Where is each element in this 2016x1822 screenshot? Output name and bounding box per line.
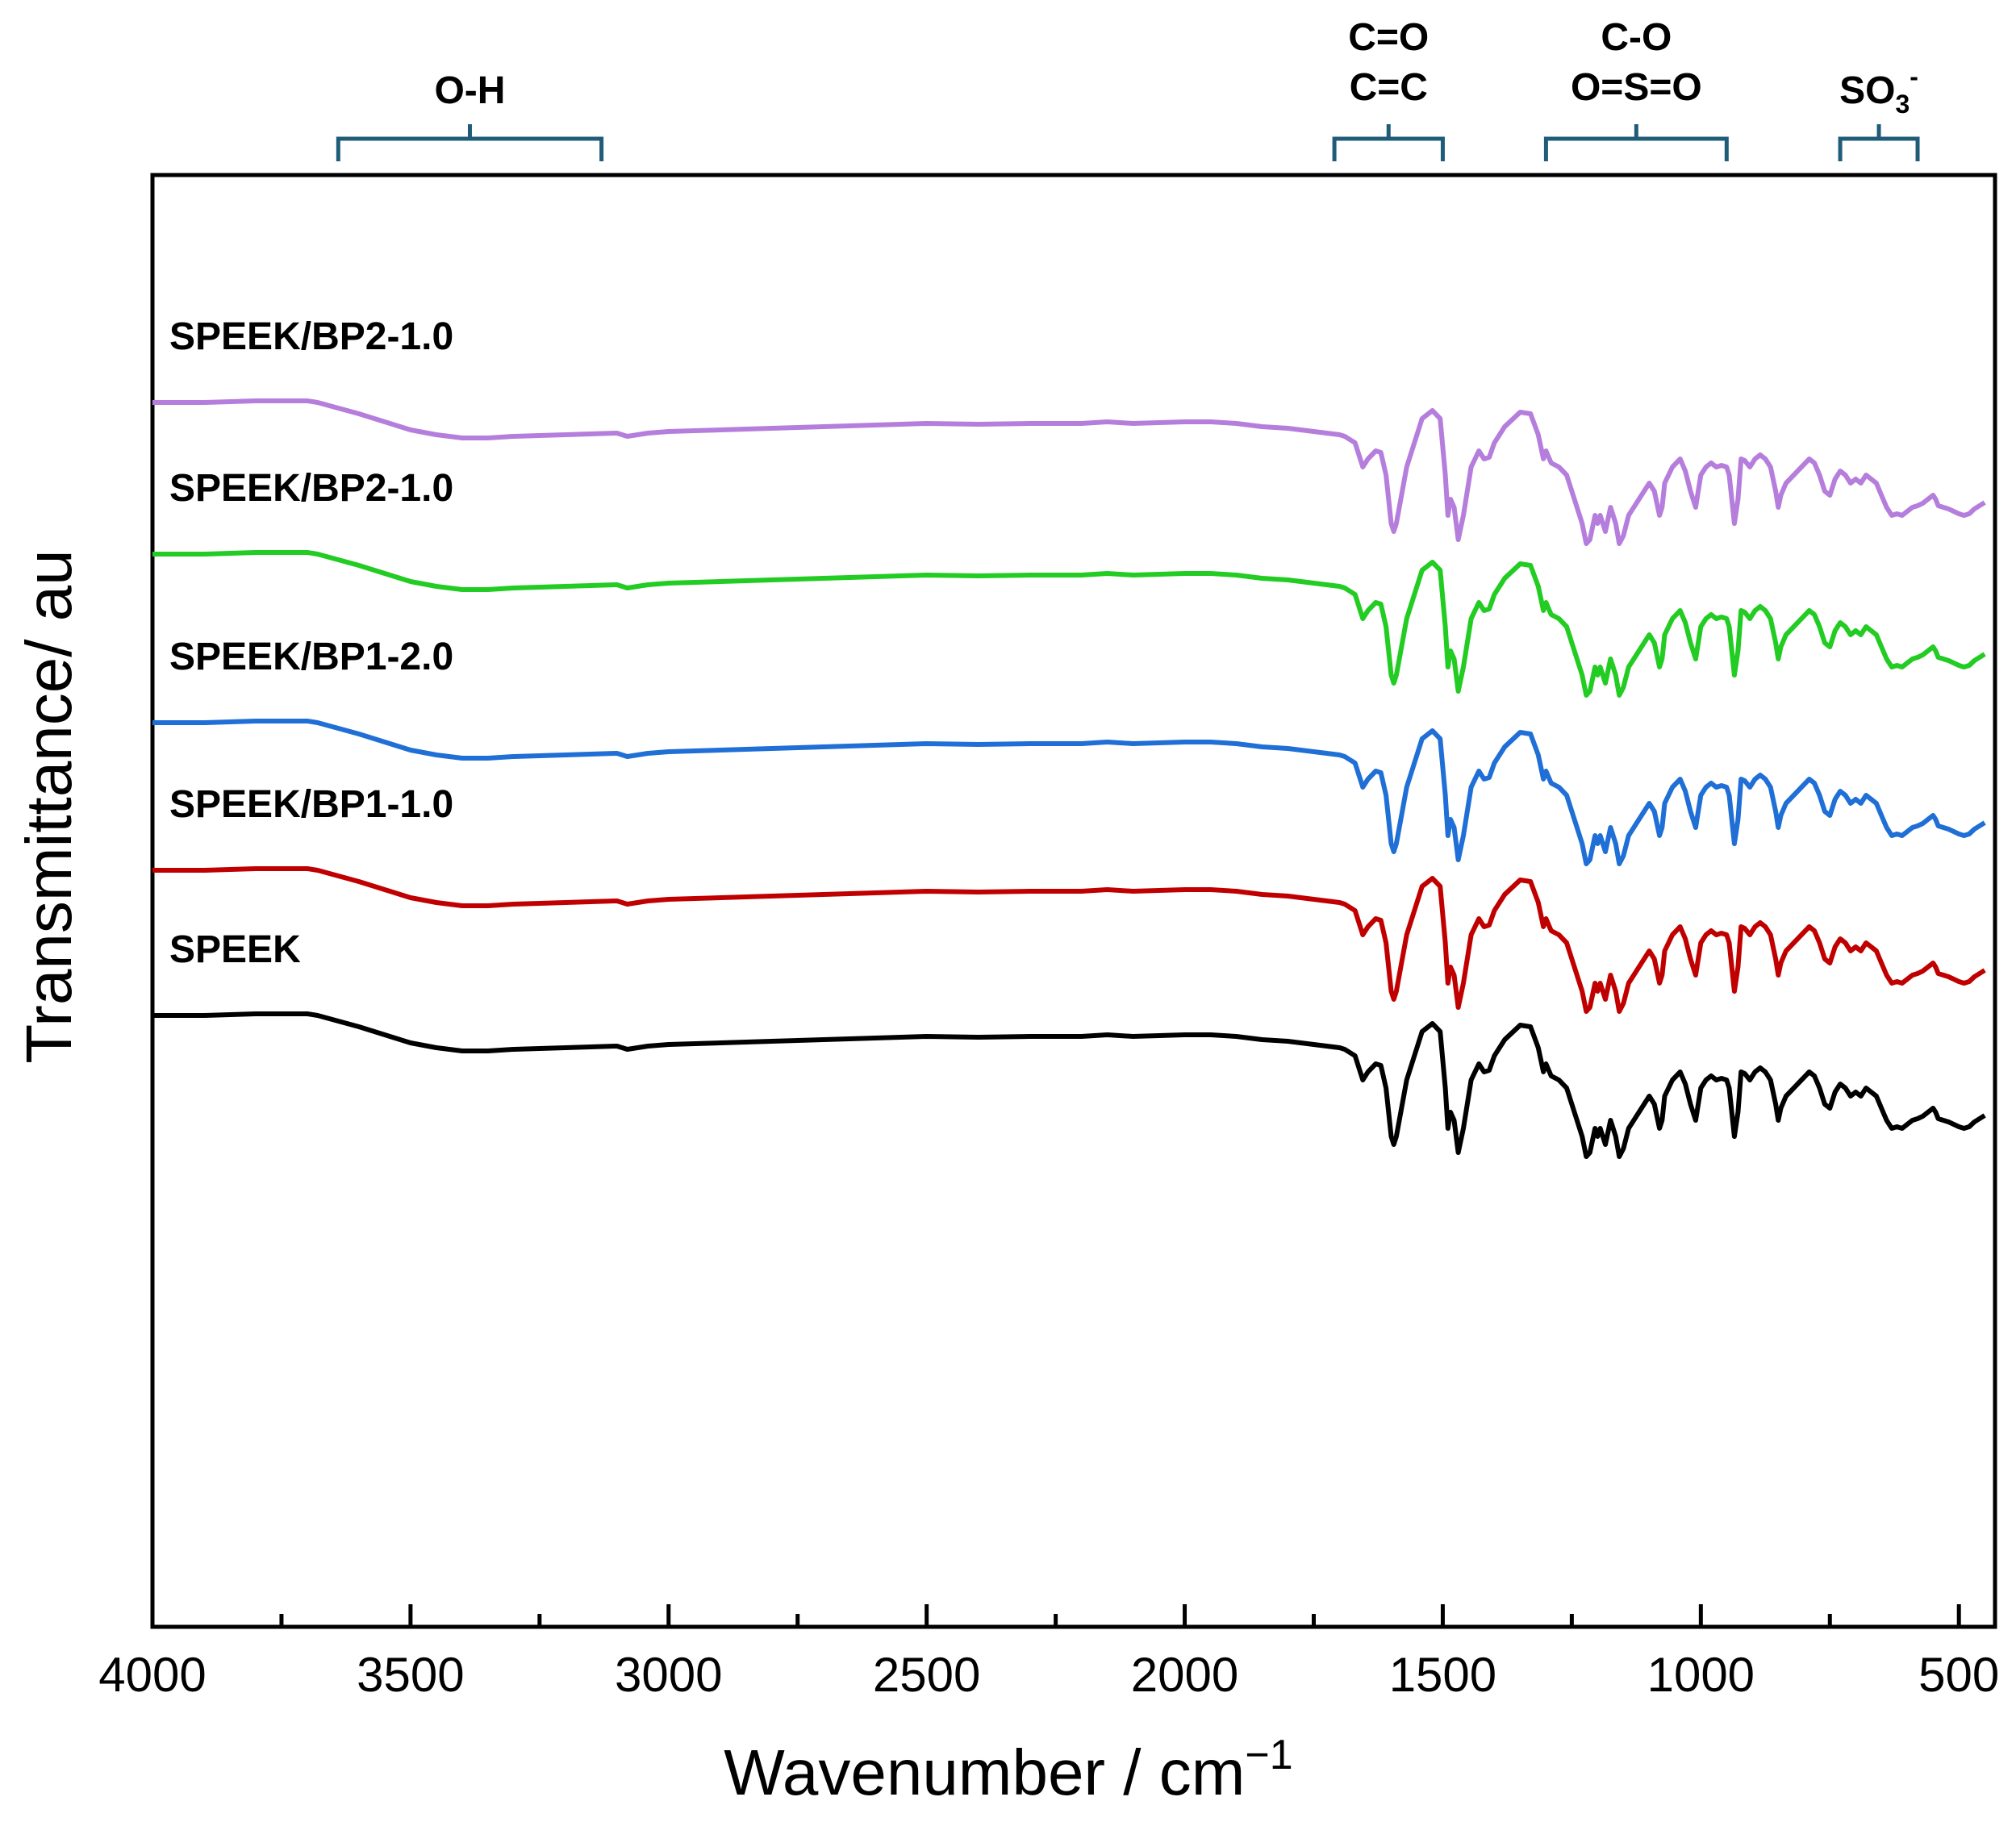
x-tick-label: 3500 (357, 1648, 464, 1702)
x-tick-label: 1000 (1647, 1648, 1755, 1702)
series-line-1 (152, 1011, 1986, 1159)
series-label-1: SPEEK (169, 928, 301, 971)
series-label-4: SPEEK/BP2-1.0 (169, 467, 453, 510)
series-group (152, 398, 1986, 1159)
x-tick-label: 500 (1918, 1648, 1999, 1702)
x-axis-label: Wavenumber / cm−1 (724, 1732, 1292, 1808)
band-label-2-line-1: C=O (1348, 16, 1429, 59)
band-annotation-group: O-H C=O C=C C-O O=S=O SO3- (336, 16, 1920, 161)
x-axis-ticks: 4000 3500 3000 2500 2000 1500 1000 500 (98, 1604, 1999, 1702)
x-tick-label: 3000 (615, 1648, 722, 1702)
x-tick-label: 2000 (1131, 1648, 1238, 1702)
series-line-2 (152, 866, 1986, 1014)
band-bracket-1 (336, 124, 604, 161)
series-label-5: SPEEK/BP2-1.0 (169, 315, 453, 358)
plot-frame (150, 173, 1997, 1629)
series-line-5 (152, 398, 1986, 546)
series-label-2: SPEEK/BP1-1.0 (169, 783, 453, 826)
x-tick-label: 1500 (1389, 1648, 1496, 1702)
band-label-1-line-1: O-H (434, 69, 505, 112)
band-label-4: SO3- (1839, 62, 1918, 119)
band-bracket-2 (1332, 124, 1445, 161)
series-line-3 (152, 719, 1986, 866)
series-label-group: SPEEK SPEEK/BP1-1.0 SPEEK/BP1-2.0 SPEEK/BP2… (169, 315, 453, 971)
y-axis-label: Transmittance/ au (13, 549, 85, 1063)
band-label-3-line-2: O=S=O (1571, 66, 1702, 109)
band-bracket-3 (1543, 124, 1729, 161)
band-label-3-line-1: C-O (1601, 16, 1672, 59)
x-tick-label: 4000 (98, 1648, 206, 1702)
x-axis-label-superscript: −1 (1245, 1732, 1292, 1778)
band-label-2-line-2: C=C (1350, 66, 1428, 109)
band-bracket-4 (1838, 124, 1920, 161)
series-label-3: SPEEK/BP1-2.0 (169, 636, 453, 678)
x-tick-label: 2500 (873, 1648, 980, 1702)
series-line-4 (152, 550, 1986, 698)
